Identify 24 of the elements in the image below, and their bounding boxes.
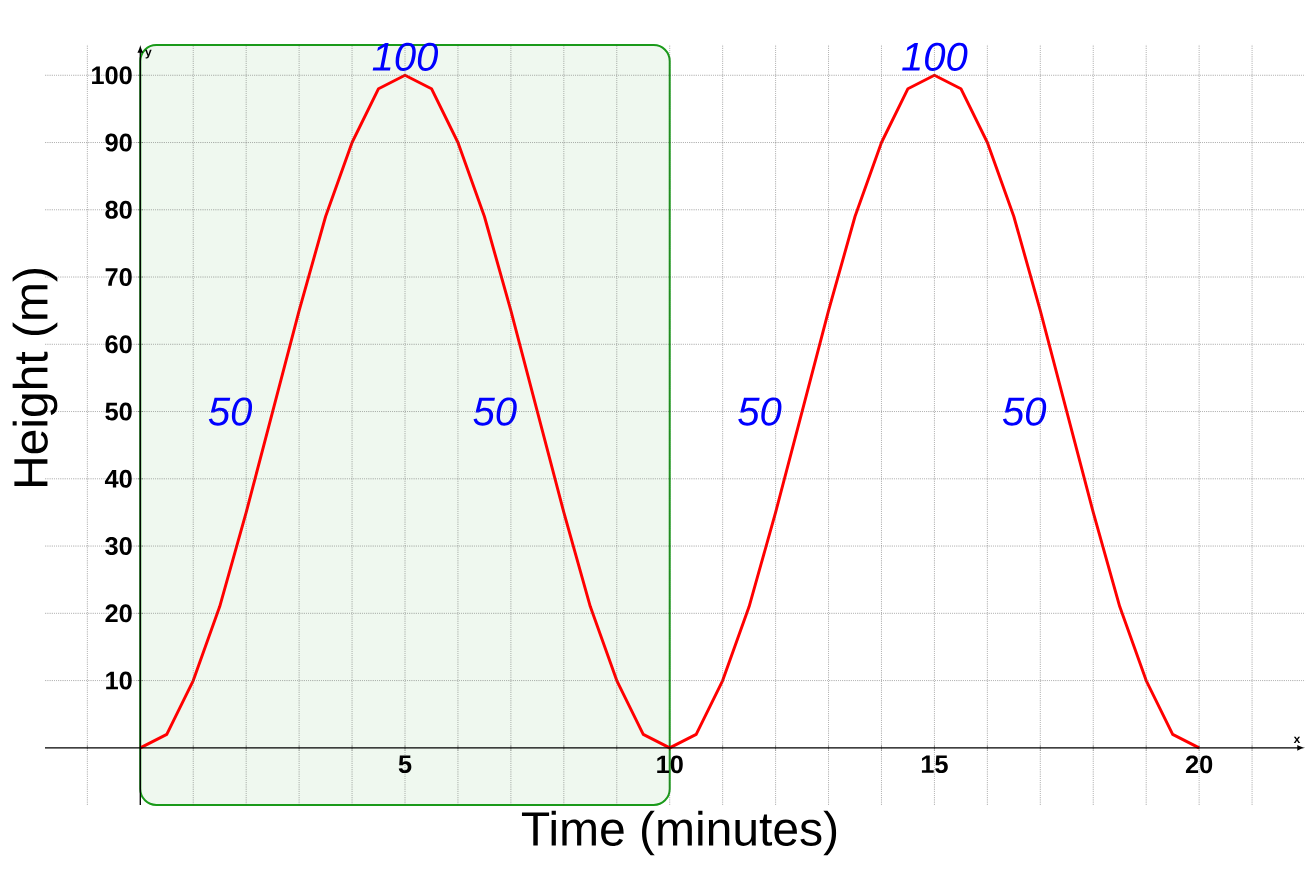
- y-tick-label: 40: [104, 469, 132, 488]
- annotation: 50: [738, 397, 782, 426]
- y-tick-label: 60: [105, 335, 132, 354]
- y-tick-label: 30: [105, 537, 132, 556]
- x-axis-title: Time (minutes): [521, 810, 837, 856]
- y-tick-label: 70: [105, 268, 132, 286]
- y-tick-label: 50: [105, 402, 132, 421]
- x-tick-label: 20: [1185, 755, 1213, 774]
- y-tick-label: 10: [106, 671, 132, 690]
- line-series: [138, 73, 1201, 750]
- annotation: 50: [208, 397, 253, 426]
- x-tick-label: 5: [398, 755, 412, 774]
- x-tick-label: 15: [921, 755, 948, 774]
- annotation: y: [145, 49, 152, 59]
- y-tick-label: 80: [105, 200, 132, 219]
- annotation: 100: [902, 42, 968, 71]
- annotation: x: [1293, 736, 1301, 744]
- annotation: 100: [372, 42, 439, 71]
- y-tick-label: 90: [105, 133, 132, 152]
- y-tick-label: 100: [92, 66, 132, 85]
- y-axis-title: Height (m): [12, 269, 58, 487]
- y-tick-label: 20: [105, 604, 132, 623]
- annotation: 50: [473, 397, 517, 426]
- annotation: 50: [1002, 397, 1047, 426]
